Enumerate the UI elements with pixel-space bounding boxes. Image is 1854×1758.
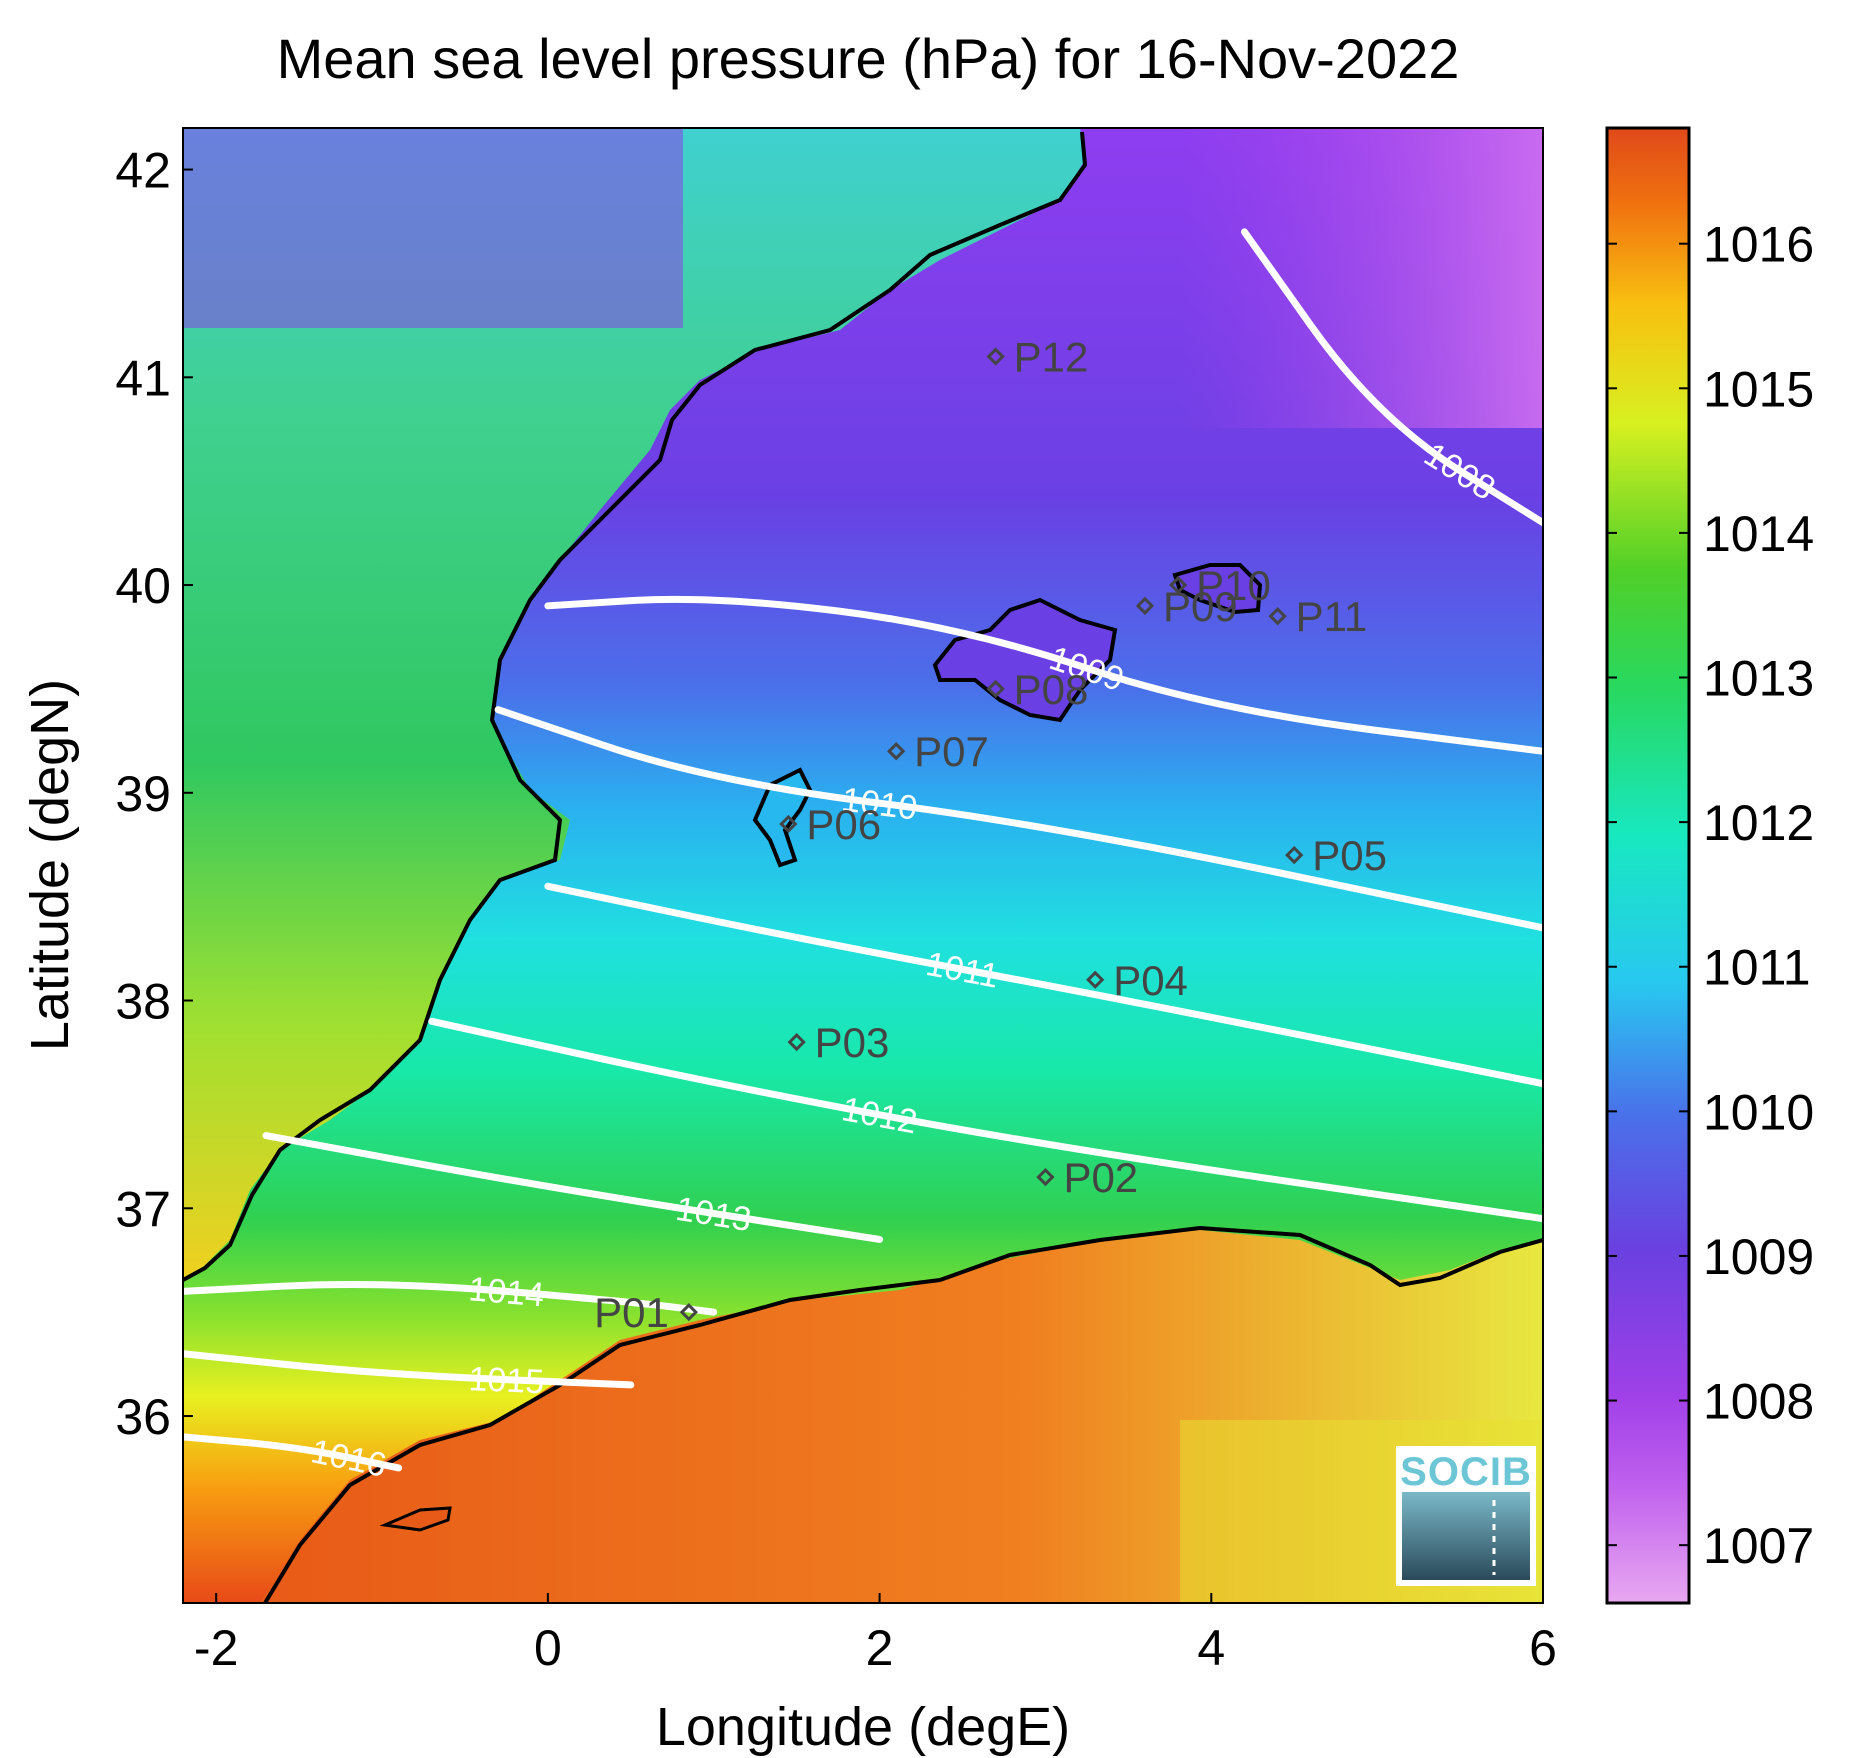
coastline-africa [263, 1225, 1543, 1603]
station-diamond-icon [1168, 575, 1188, 595]
chart-title: Mean sea level pressure (hPa) for 16-Nov… [277, 27, 1460, 90]
station-diamond-icon [986, 679, 1005, 699]
station-diamond-icon [1268, 607, 1287, 626]
contour-line [183, 1350, 635, 1389]
coastline-iberia [183, 131, 1088, 1282]
colorbar-tick-label: 1013 [1703, 651, 1814, 707]
station-label: P06 [806, 801, 881, 848]
station-diamond-icon [887, 742, 906, 761]
socib-logo: SOCIB [1396, 1446, 1536, 1586]
station-label: P07 [914, 728, 989, 775]
y-tick-label: 42 [115, 143, 171, 199]
colorbar-ticks: 1007 1008 1009 1010 1011 1012 1013 1014 1015 1016 [1607, 217, 1814, 1574]
y-tick-label: 39 [115, 766, 171, 822]
station-label: P05 [1312, 832, 1387, 879]
station-label: P04 [1113, 957, 1188, 1004]
y-tick-label: 37 [115, 1181, 171, 1237]
y-tick-label: 36 [115, 1389, 171, 1445]
logo-text: SOCIB [1400, 1450, 1532, 1494]
colorbar-tick-label: 1007 [1703, 1518, 1814, 1574]
contour-line [428, 1017, 1543, 1223]
station-diamond-icon [679, 1303, 698, 1322]
x-tick-label: 0 [534, 1620, 562, 1676]
colorbar: 1007 1008 1009 1010 1011 1012 1013 1014 1015 1016 [1605, 126, 1814, 1605]
x-tick-label: 6 [1529, 1620, 1557, 1676]
colorbar-tick-label: 1010 [1703, 1084, 1814, 1140]
colorbar-tick-label: 1009 [1703, 1229, 1814, 1285]
y-axis-ticks: 36 37 38 39 40 41 42 [115, 143, 193, 1445]
colorbar-tick-label: 1011 [1703, 940, 1811, 996]
station-label: P12 [1014, 334, 1089, 381]
contour-label: 1015 [468, 1360, 545, 1401]
contour-label: 1014 [467, 1270, 546, 1314]
station-label: P03 [815, 1019, 890, 1066]
x-tick-label: 2 [866, 1620, 894, 1676]
station-label: P10 [1196, 562, 1271, 609]
station-diamond-icon [1135, 596, 1155, 615]
plot-frame [182, 127, 1544, 1604]
logo-image [1402, 1492, 1530, 1580]
contour-line [494, 706, 1543, 932]
coastline-mallorca [932, 597, 1118, 723]
contour-line [544, 595, 1543, 755]
y-tick-label: 41 [115, 350, 171, 406]
colorbar-tick-label: 1008 [1703, 1374, 1814, 1430]
contour-line [544, 882, 1543, 1088]
x-axis-ticks: -2 0 2 4 6 [194, 1593, 1557, 1676]
station-diamond-icon [986, 347, 1005, 366]
colorbar-tick-label: 1016 [1703, 217, 1814, 273]
station-label: P02 [1063, 1154, 1138, 1201]
x-tick-label: -2 [194, 1620, 238, 1676]
iberia-land [183, 128, 1085, 1280]
contour-line [183, 1280, 718, 1316]
contour-line [262, 1132, 884, 1243]
station-diamond-icon [1036, 1167, 1055, 1187]
y-tick-label: 38 [115, 974, 171, 1030]
iberia-north-purple [183, 128, 683, 328]
contour-line [1240, 228, 1543, 527]
contour-line [183, 1433, 403, 1472]
x-axis-label: Longitude (degE) [656, 1697, 1070, 1757]
station-label: P01 [594, 1289, 669, 1336]
colorbar-tick-label: 1014 [1703, 506, 1814, 562]
colorbar-gradient [1605, 126, 1691, 1605]
y-tick-label: 40 [115, 558, 171, 614]
x-tick-label: 4 [1197, 1620, 1225, 1676]
y-axis-label: Latitude (degN) [20, 679, 80, 1051]
station-label: P08 [1014, 666, 1089, 713]
colorbar-tick-label: 1012 [1703, 795, 1814, 851]
station-diamond-icon [1285, 845, 1304, 865]
northeast-low-field [1180, 128, 1543, 428]
colorbar-tick-label: 1015 [1703, 361, 1814, 417]
coastline-menorca [1172, 563, 1263, 615]
station-diamond-icon [787, 1032, 806, 1052]
station-label: P11 [1296, 593, 1368, 640]
coastline-alboran-island [379, 1506, 452, 1532]
station-diamond-icon [779, 814, 798, 834]
station-diamond-icon [1086, 970, 1105, 989]
contour-label: 1010 [840, 781, 920, 828]
